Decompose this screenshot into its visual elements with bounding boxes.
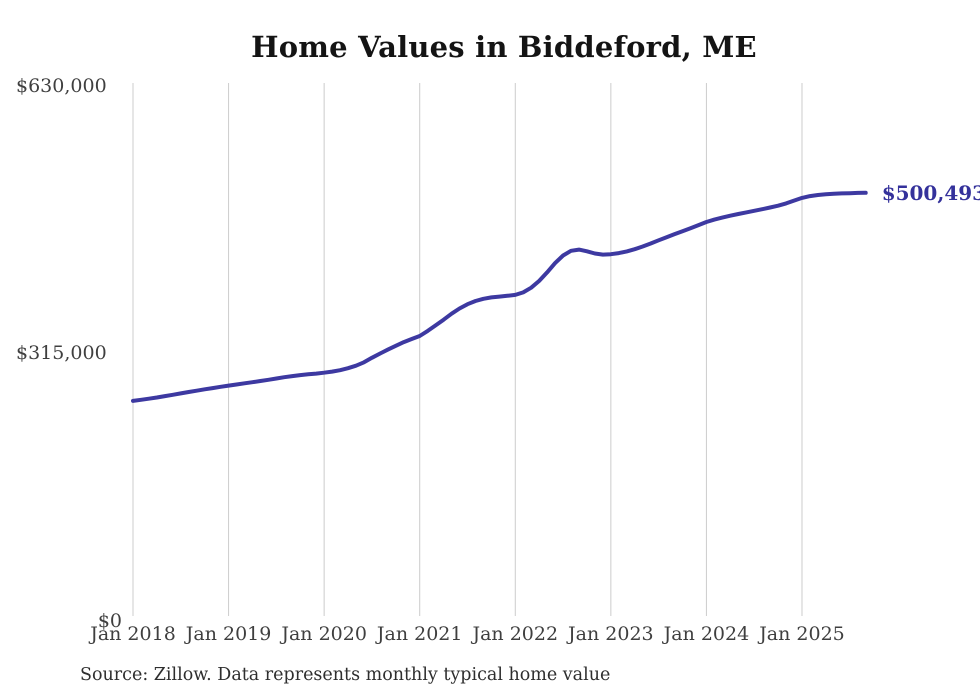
y-axis-tick-label: $315,000: [16, 342, 107, 364]
latest-value-label: $500,493: [882, 181, 980, 205]
x-axis-tick-label: Jan 2022: [470, 623, 558, 645]
y-axis-tick-label: $0: [98, 610, 122, 632]
x-axis-tick-label: Jan 2020: [279, 623, 367, 645]
home-value-line: [131, 190, 868, 403]
x-axis-labels-group: Jan 2018 Jan 2019 Jan 2020 Jan 2021 Jan 2022…: [88, 623, 845, 645]
y-axis-labels-group: $630,000 $315,000 $0: [16, 75, 122, 632]
source-note: Source: Zillow. Data represents monthly …: [80, 665, 611, 685]
x-axis-tick-label: Jan 2023: [566, 623, 654, 645]
chart-title: Home Values in Biddeford, ME: [251, 30, 757, 64]
y-axis-tick-label: $630,000: [16, 75, 107, 97]
x-axis-tick-label: Jan 2019: [184, 623, 272, 645]
x-axis-tick-label: Jan 2024: [662, 623, 750, 645]
gridlines-group: [132, 83, 803, 616]
x-axis-tick-label: Jan 2021: [375, 623, 463, 645]
x-axis-tick-label: Jan 2025: [757, 623, 845, 645]
x-axis-tick-label: Jan 2018: [88, 623, 176, 645]
